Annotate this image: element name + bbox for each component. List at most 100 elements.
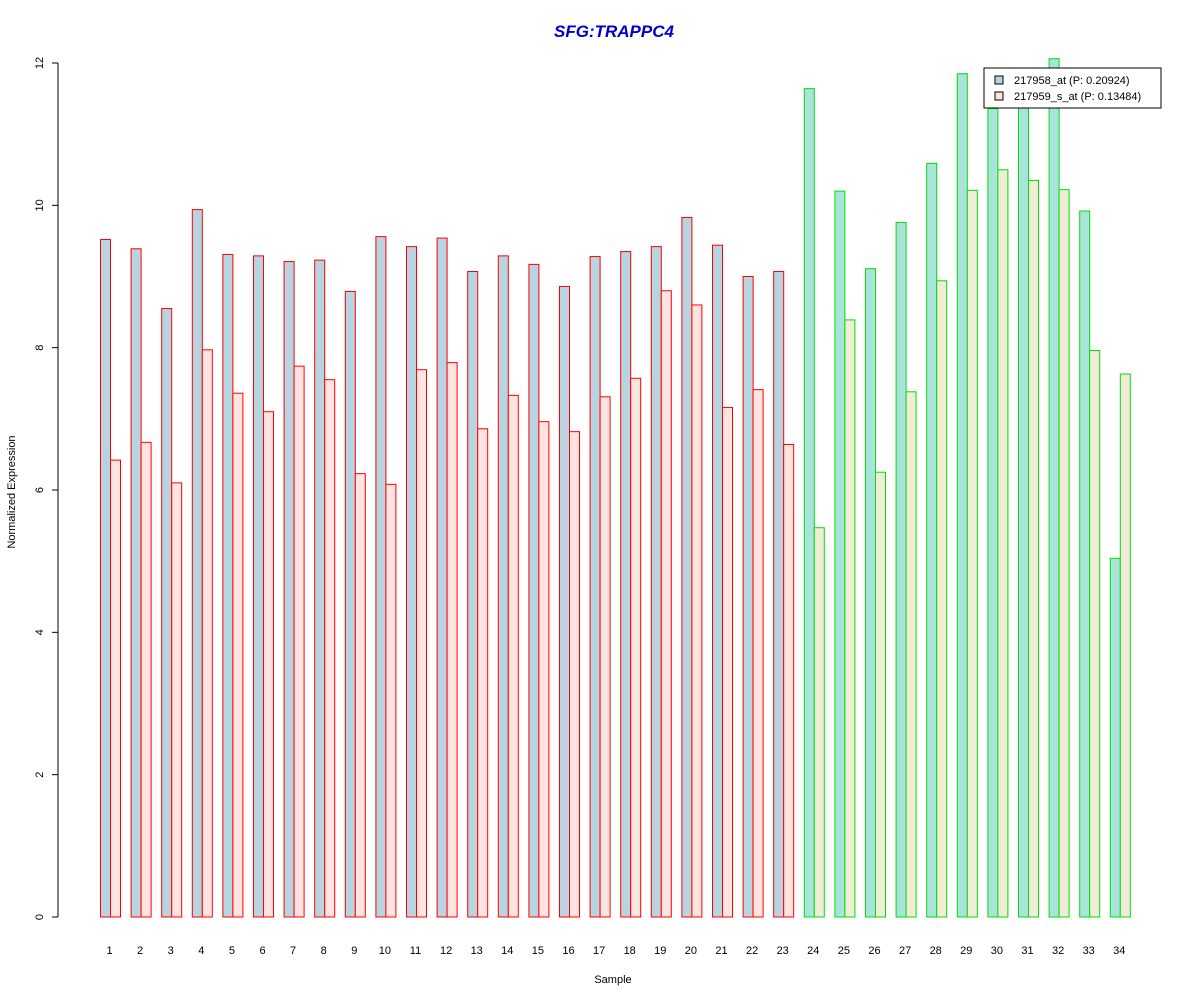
- bar-sample-22-series-1: [742, 276, 754, 918]
- x-tick-label: 1: [106, 945, 112, 957]
- bar-sample-29-series-1: [956, 73, 968, 918]
- y-tick-label: 4: [34, 629, 46, 635]
- x-tick-label: 7: [290, 945, 296, 957]
- x-tick-labels: 1 2 3 4 5 6 7 8 9 10 11 12 13 14 15 16 17 18 19 20 21 22 23 24 2…: [106, 945, 1125, 957]
- bar-sample-15-series-1: [528, 263, 540, 918]
- bar-sample-26-series-2: [875, 471, 886, 918]
- y-axis: 0 2 4 6 8 10 12: [34, 57, 59, 920]
- x-tick-label: 14: [501, 945, 513, 957]
- bar-sample-20-series-2: [691, 304, 703, 918]
- x-tick-label: 6: [259, 945, 265, 957]
- bar-sample-25-series-1: [834, 190, 846, 918]
- x-tick-label: 18: [624, 945, 636, 957]
- x-tick-label: 23: [777, 945, 789, 957]
- bar-sample-7-series-2: [293, 365, 305, 918]
- bar-sample-12-series-1: [436, 237, 448, 918]
- x-tick-label: 11: [410, 945, 421, 957]
- bar-sample-10-series-1: [375, 236, 387, 918]
- bar-sample-32-series-1: [1048, 58, 1060, 918]
- bar-sample-23-series-2: [783, 443, 795, 918]
- bar-sample-31-series-2: [1028, 179, 1039, 918]
- bar-sample-4-series-2: [201, 349, 213, 918]
- bar-sample-23-series-1: [773, 271, 785, 918]
- x-tick-label: 29: [960, 945, 972, 957]
- x-tick-label: 17: [593, 945, 605, 957]
- bar-sample-10-series-2: [385, 483, 397, 918]
- y-tick-label: 6: [34, 487, 46, 493]
- bar-sample-14-series-1: [497, 255, 509, 918]
- x-tick-label: 30: [991, 945, 1003, 957]
- legend-swatch-series-2: [994, 91, 1004, 101]
- bar-sample-17-series-2: [599, 396, 611, 918]
- bar-sample-11-series-1: [406, 246, 417, 918]
- x-tick-label: 2: [137, 945, 143, 957]
- x-tick-label: 32: [1052, 945, 1064, 957]
- bar-sample-28-series-2: [936, 280, 948, 918]
- x-tick-label: 5: [229, 945, 235, 957]
- bar-sample-5-series-1: [222, 253, 234, 918]
- bar-sample-19-series-2: [660, 290, 672, 918]
- bar-sample-22-series-2: [752, 389, 764, 918]
- bar-sample-27-series-1: [895, 221, 907, 918]
- bar-sample-32-series-2: [1058, 189, 1070, 918]
- legend-label-series-2: 217959_s_at (P: 0.13484): [1014, 91, 1141, 103]
- bar-sample-15-series-2: [538, 421, 550, 918]
- x-tick-label: 22: [746, 945, 758, 957]
- bar-sample-33-series-1: [1079, 210, 1091, 918]
- bar-sample-1-series-1: [100, 238, 111, 918]
- bar-sample-9-series-2: [354, 473, 366, 918]
- bar-sample-2-series-1: [130, 248, 142, 918]
- bar-sample-28-series-1: [926, 162, 938, 918]
- bar-sample-16-series-2: [569, 431, 580, 918]
- bar-sample-6-series-1: [253, 255, 264, 918]
- bar-sample-18-series-2: [630, 377, 642, 918]
- bar-sample-1-series-2: [110, 459, 121, 918]
- bar-sample-29-series-2: [966, 189, 978, 918]
- y-tick-label: 0: [34, 914, 46, 920]
- x-tick-label: 28: [930, 945, 942, 957]
- y-tick-label: 10: [34, 199, 46, 211]
- bar-sample-30-series-1: [987, 108, 999, 918]
- bar-sample-16-series-1: [559, 285, 570, 918]
- x-tick-label: 16: [562, 945, 574, 957]
- bar-sample-14-series-2: [507, 394, 519, 918]
- x-axis-label: Sample: [594, 974, 631, 986]
- y-axis-label: Normalized Expression: [6, 435, 18, 548]
- bar-sample-2-series-2: [140, 441, 152, 918]
- bar-sample-3-series-2: [171, 482, 183, 918]
- bar-sample-26-series-1: [865, 268, 876, 918]
- y-tick-label: 2: [34, 772, 46, 778]
- bar-sample-18-series-1: [620, 251, 632, 918]
- x-tick-label: 10: [379, 945, 391, 957]
- x-tick-label: 34: [1113, 945, 1125, 957]
- x-tick-label: 27: [899, 945, 911, 957]
- bar-sample-6-series-2: [263, 411, 274, 918]
- bar-sample-5-series-2: [232, 392, 244, 918]
- bar-sample-4-series-1: [191, 209, 203, 918]
- bar-sample-8-series-2: [324, 379, 336, 918]
- bar-sample-34-series-1: [1109, 557, 1121, 918]
- x-tick-label: 9: [351, 945, 357, 957]
- bar-sample-17-series-1: [589, 256, 601, 918]
- bar-sample-11-series-2: [416, 369, 427, 918]
- bar-sample-30-series-2: [997, 169, 1009, 918]
- x-tick-label: 24: [807, 945, 819, 957]
- x-tick-label: 25: [838, 945, 850, 957]
- legend-box: [983, 67, 1162, 109]
- bar-sample-12-series-2: [446, 362, 458, 918]
- bar-sample-13-series-1: [467, 271, 479, 918]
- x-tick-label: 33: [1083, 945, 1095, 957]
- x-tick-label: 8: [321, 945, 327, 957]
- bar-sample-21-series-1: [712, 244, 723, 918]
- y-tick-label: 12: [34, 57, 46, 69]
- bar-sample-19-series-1: [650, 246, 662, 918]
- bar-sample-25-series-2: [844, 319, 856, 918]
- x-tick-label: 20: [685, 945, 697, 957]
- legend-swatch-series-1: [994, 75, 1004, 85]
- bar-sample-7-series-1: [283, 261, 295, 918]
- x-tick-label: 31: [1021, 945, 1033, 957]
- x-tick-label: 4: [198, 945, 204, 957]
- legend-label-series-1: 217958_at (P: 0.20924): [1014, 75, 1130, 87]
